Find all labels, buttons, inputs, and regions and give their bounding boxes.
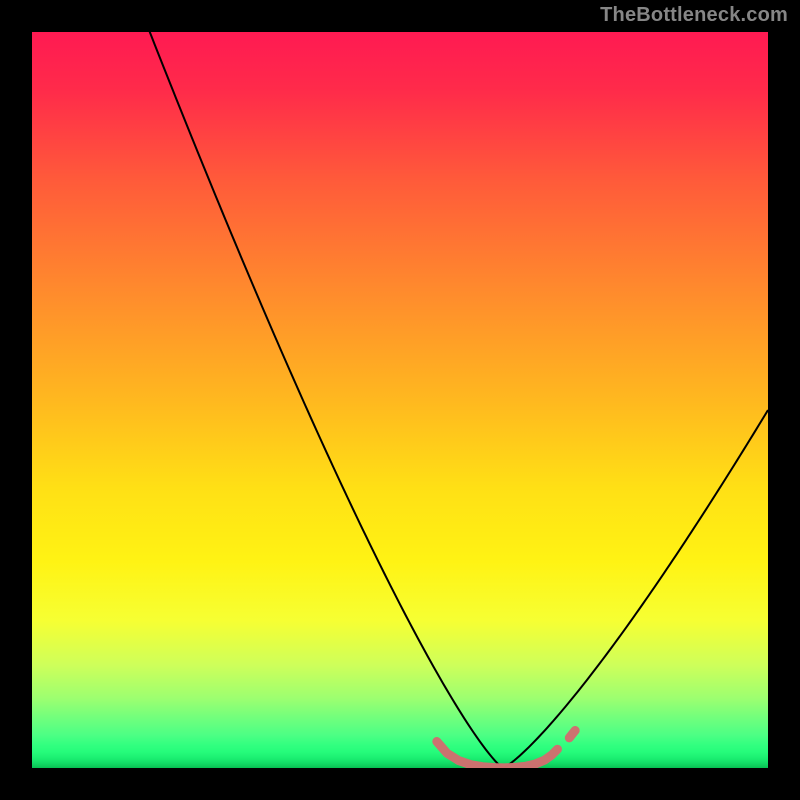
optimal-range-marker-tail [569, 730, 575, 737]
bottleneck-chart [0, 0, 800, 800]
attribution-label: TheBottleneck.com [600, 4, 788, 27]
stage: TheBottleneck.com [0, 0, 800, 800]
gradient-background [32, 32, 768, 768]
